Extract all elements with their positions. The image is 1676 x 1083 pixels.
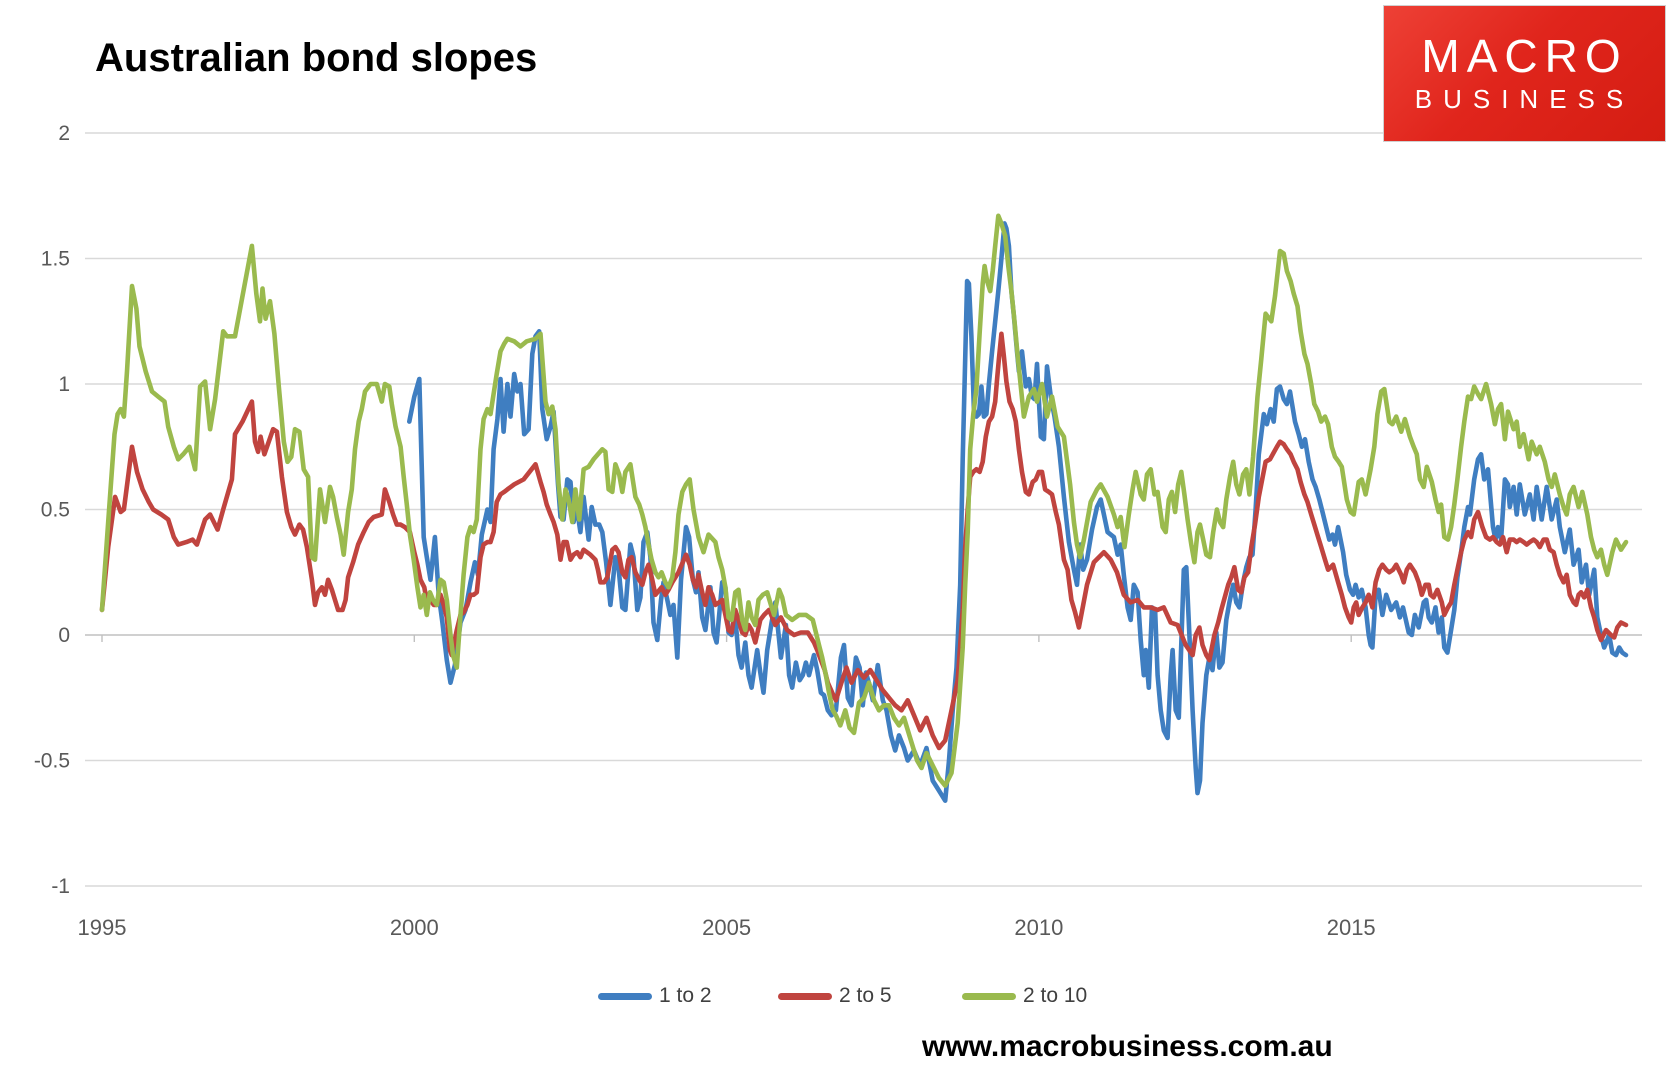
legend-swatch [598, 992, 652, 1000]
series-line-2-to-10 [99, 213, 1629, 788]
legend-label: 2 to 5 [839, 984, 892, 1007]
chart-legend: 1 to 2 2 to 5 2 to 10 [0, 978, 1676, 1014]
x-axis-tick-label: 2010 [1014, 915, 1063, 940]
legend-label: 2 to 10 [1023, 984, 1088, 1007]
series-line-1-to-2 [406, 221, 1629, 804]
logo-text-macro: MACRO [1421, 29, 1628, 82]
legend-label: 1 to 2 [659, 984, 712, 1007]
x-axis-tick-label: 2005 [702, 915, 751, 940]
y-axis-tick-label: 1 [58, 373, 70, 396]
chart-title: Australian bond slopes [95, 36, 538, 80]
website-url: www.macrobusiness.com.au [922, 1030, 1333, 1063]
legend-item-1-to-2: 1 to 2 [598, 978, 712, 1014]
macrobusiness-logo: MACRO BUSINESS [1383, 5, 1666, 142]
x-axis-tick-label: 1995 [78, 915, 127, 940]
y-axis-tick-label: 0 [58, 624, 70, 647]
legend-swatch [962, 992, 1016, 1000]
legend-swatch [778, 992, 832, 1000]
x-axis-tick-label: 2015 [1327, 915, 1376, 940]
legend-item-2-to-10: 2 to 10 [962, 978, 1087, 1014]
y-axis-tick-label: -0.5 [34, 750, 70, 773]
logo-text-business: BUSINESS [1414, 84, 1635, 115]
y-axis-tick-label: -1 [51, 875, 70, 898]
legend-item-2-to-5: 2 to 5 [778, 978, 892, 1014]
y-axis-tick-label: 0.5 [41, 499, 70, 522]
y-axis-tick-label: 1.5 [41, 248, 70, 271]
y-axis-tick-label: 2 [58, 122, 70, 145]
x-axis-tick-label: 2000 [390, 915, 439, 940]
